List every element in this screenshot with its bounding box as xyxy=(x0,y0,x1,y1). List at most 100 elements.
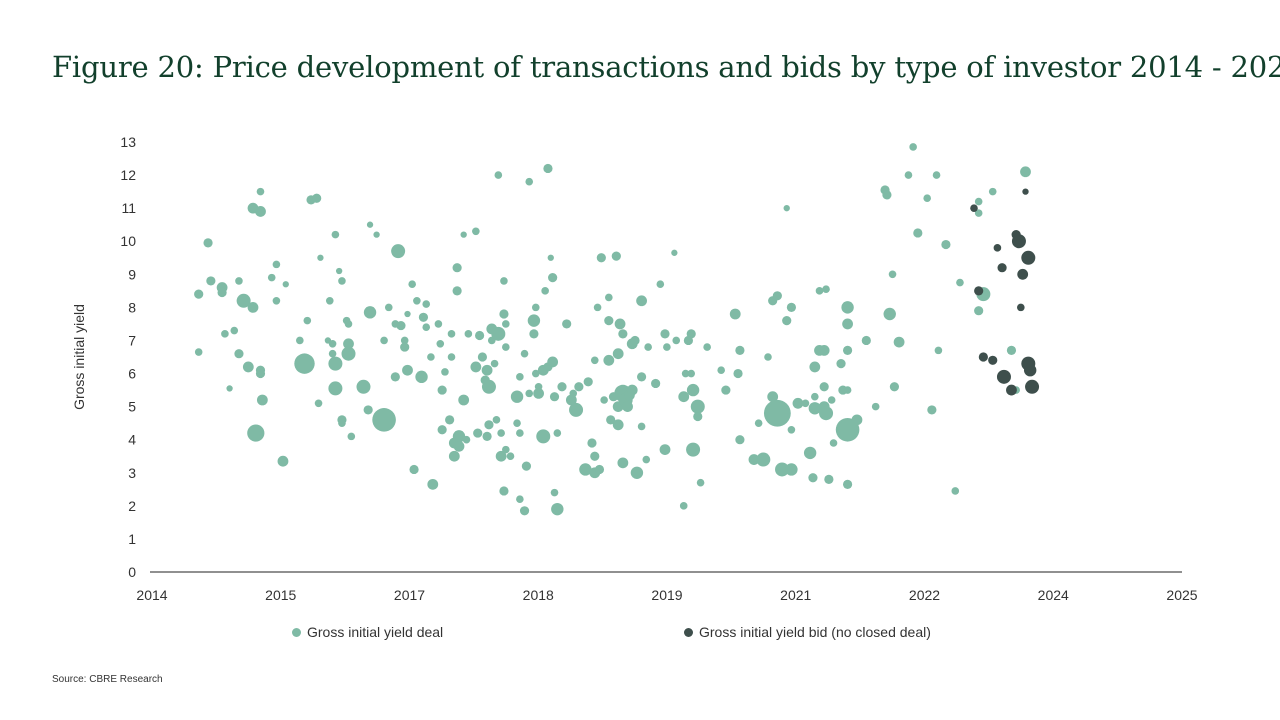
deal-point xyxy=(531,303,540,312)
deal-point xyxy=(889,382,900,392)
x-tick-label: 2022 xyxy=(909,587,940,603)
deal-point xyxy=(495,450,507,462)
deal-point xyxy=(557,382,567,392)
deal-point xyxy=(341,346,356,361)
deal-point xyxy=(815,287,824,295)
deal-point xyxy=(782,316,792,326)
deal-point xyxy=(678,391,690,403)
deal-point xyxy=(484,420,494,430)
deal-point xyxy=(221,330,229,338)
deal-point xyxy=(282,281,289,288)
deal-point xyxy=(656,280,665,289)
deal-point xyxy=(203,238,213,248)
deal-point xyxy=(384,303,393,312)
deal-point xyxy=(604,316,614,326)
deal-point xyxy=(516,495,524,504)
deal-point xyxy=(312,193,322,203)
y-tick-label: 13 xyxy=(120,134,136,150)
bid-point xyxy=(970,204,978,212)
deal-point xyxy=(1020,166,1031,178)
deal-point xyxy=(296,336,304,345)
deal-point xyxy=(642,455,651,464)
x-tick-label: 2021 xyxy=(780,587,811,603)
deal-point xyxy=(618,329,628,339)
deal-point xyxy=(194,348,203,356)
source-note: Source: CBRE Research xyxy=(52,674,163,685)
deal-point xyxy=(565,394,577,406)
deal-point xyxy=(696,478,705,487)
deal-point xyxy=(525,389,534,398)
deal-point xyxy=(506,452,515,461)
deal-point xyxy=(630,466,644,479)
bid-point xyxy=(1006,384,1017,396)
deal-point xyxy=(277,455,289,467)
deal-point xyxy=(236,293,251,308)
deal-point xyxy=(527,314,541,327)
deal-point xyxy=(600,396,608,404)
bid-point xyxy=(1025,379,1040,394)
bid-point xyxy=(1023,364,1037,377)
deal-point xyxy=(549,392,560,402)
deal-point xyxy=(792,397,804,409)
deal-point xyxy=(366,221,374,228)
deal-point xyxy=(1006,345,1017,355)
deal-point xyxy=(194,289,204,299)
deal-point xyxy=(956,278,964,287)
deal-point xyxy=(380,336,388,345)
deal-point xyxy=(587,438,597,448)
deal-point xyxy=(343,338,354,350)
deal-point xyxy=(472,227,480,236)
deal-point xyxy=(672,336,681,345)
deal-point xyxy=(827,396,836,404)
deal-point xyxy=(347,432,356,441)
deal-point xyxy=(988,187,997,196)
deal-point xyxy=(502,445,510,454)
deal-point xyxy=(644,343,652,351)
deal-point xyxy=(636,372,647,382)
deal-point xyxy=(363,405,373,415)
deal-point xyxy=(481,379,496,394)
deal-point xyxy=(418,312,429,322)
deal-point xyxy=(543,163,553,174)
legend-deal-label: Gross initial yield deal xyxy=(307,624,444,640)
x-tick-label: 2015 xyxy=(265,587,296,603)
deal-point xyxy=(447,353,456,361)
deal-point xyxy=(574,382,584,392)
deal-point xyxy=(427,353,435,361)
bid-point xyxy=(996,369,1011,384)
deal-point xyxy=(499,486,509,496)
deal-point xyxy=(331,230,340,239)
y-axis-title: Gross initial yield xyxy=(71,304,87,410)
y-tick-label: 3 xyxy=(128,465,136,481)
deal-point xyxy=(612,419,624,431)
deal-point xyxy=(445,415,455,425)
deal-point xyxy=(303,316,312,325)
deal-point xyxy=(390,372,400,382)
deal-point xyxy=(520,349,529,358)
deal-point xyxy=(693,411,703,422)
deal-point xyxy=(614,318,626,330)
chart-title: Figure 20: Price development of transact… xyxy=(52,50,1280,84)
y-tick-label: 7 xyxy=(128,332,136,348)
deal-point xyxy=(824,474,834,484)
deal-point xyxy=(452,263,462,273)
deal-point xyxy=(636,295,647,307)
deal-point xyxy=(391,244,406,259)
deal-point xyxy=(217,287,227,298)
deal-point xyxy=(819,382,829,392)
deal-point xyxy=(272,260,281,269)
deal-point xyxy=(437,425,447,435)
legend-bid-marker-icon xyxy=(684,627,693,637)
series-deal xyxy=(194,143,1031,516)
deal-point xyxy=(686,329,696,339)
deal-point xyxy=(583,377,593,387)
deal-point xyxy=(408,280,416,289)
deal-point xyxy=(372,408,396,432)
deal-point xyxy=(818,344,830,356)
deal-point xyxy=(733,368,743,379)
deal-point xyxy=(596,253,606,263)
deal-point xyxy=(547,356,559,368)
deal-point xyxy=(447,330,456,338)
deal-point xyxy=(659,444,671,456)
deal-point xyxy=(272,296,281,305)
